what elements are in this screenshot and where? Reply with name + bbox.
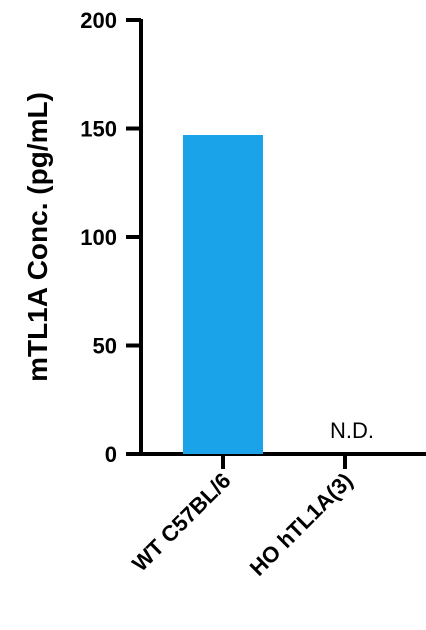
bars xyxy=(183,135,263,454)
y-tick-label: 150 xyxy=(80,117,117,142)
y-tick-label: 0 xyxy=(105,442,117,467)
annotations: N.D. xyxy=(330,418,374,443)
y-tick-label: 50 xyxy=(93,334,117,359)
y-axis-title: mTL1A Conc. (pg/mL) xyxy=(22,92,53,382)
y-ticks: 0 50 100 150 200 xyxy=(80,8,141,467)
x-ticks: WT C57BL/6 HO hTL1A(3) xyxy=(127,454,358,581)
x-tick-label: WT C57BL/6 xyxy=(127,468,235,576)
y-tick-label: 200 xyxy=(80,8,117,33)
data-label: N.D. xyxy=(330,418,374,443)
bar xyxy=(183,135,263,454)
y-tick-label: 100 xyxy=(80,225,117,250)
x-tick-label: HO hTL1A(3) xyxy=(245,468,358,581)
